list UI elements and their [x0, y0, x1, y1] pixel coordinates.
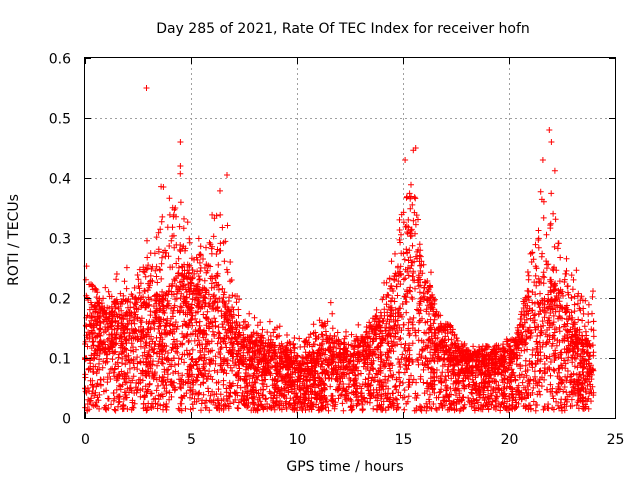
y-tick-label: 0.5: [49, 112, 71, 128]
y-tick-labels: 0 0.1 0.2 0.3 0.4 0.5 0.6: [49, 52, 71, 428]
x-tick-label: 15: [395, 432, 413, 448]
y-tick-label: 0.2: [49, 292, 71, 308]
chart-title: Day 285 of 2021, Rate Of TEC Index for r…: [156, 21, 530, 37]
x-tick-labels: 0 5 10 15 20 25: [81, 432, 624, 448]
y-tick-label: 0.4: [49, 172, 71, 188]
x-axis-label: GPS time / hours: [286, 459, 403, 475]
plot-frame: [84, 57, 616, 419]
y-tick-label: 0.3: [49, 232, 71, 248]
y-tick-label: 0: [62, 412, 71, 428]
y-tick-label: 0.1: [49, 352, 71, 368]
y-axis-label: ROTI / TECUs: [6, 194, 22, 286]
tick-marks: [85, 58, 616, 419]
x-tick-label: 0: [81, 432, 90, 448]
x-tick-label: 25: [607, 432, 625, 448]
data-points: [82, 85, 597, 414]
x-tick-label: 5: [187, 432, 196, 448]
x-tick-label: 20: [501, 432, 519, 448]
y-tick-label: 0.6: [49, 52, 71, 68]
roti-markers: [82, 85, 597, 414]
x-tick-label: 10: [289, 432, 307, 448]
